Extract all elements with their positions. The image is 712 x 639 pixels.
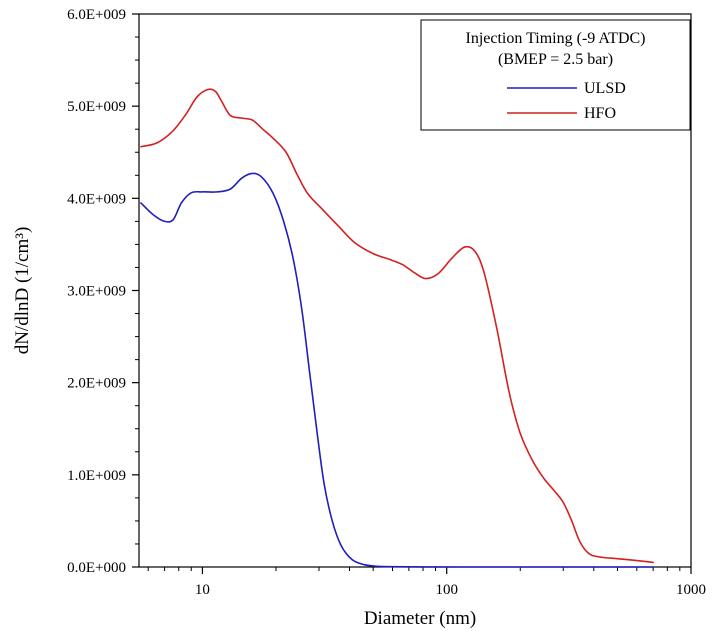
series-line-ulsd [140,172,654,568]
series-lines [140,88,654,568]
legend-title-line: (BMEP = 2.5 bar) [498,51,613,68]
y-tick-label: 6.0E+009 [67,7,126,23]
y-tick-label: 2.0E+009 [67,376,126,392]
y-tick-label: 4.0E+009 [67,191,126,207]
x-tick-label: 100 [435,582,458,598]
x-tick-label: 10 [195,582,210,598]
legend-label-hfo: HFO [584,105,616,122]
x-axis-title: Diameter (nm) [364,608,476,629]
y-axis-title: dN/dlnD (1/cm³) [12,227,33,355]
series-line-hfo [140,88,654,564]
y-tick-label: 1.0E+009 [67,468,126,484]
legend-label-ulsd: ULSD [584,80,626,97]
legend: Injection Timing (-9 ATDC) (BMEP = 2.5 ba… [420,19,691,131]
y-tick-label: 5.0E+009 [67,99,126,115]
legend-box [420,19,691,131]
y-tick-label: 3.0E+009 [67,284,126,300]
x-tick-label: 1000 [676,582,706,598]
y-tick-label: 0.0E+000 [67,560,126,576]
legend-title-line: Injection Timing (-9 ATDC) [465,30,645,47]
